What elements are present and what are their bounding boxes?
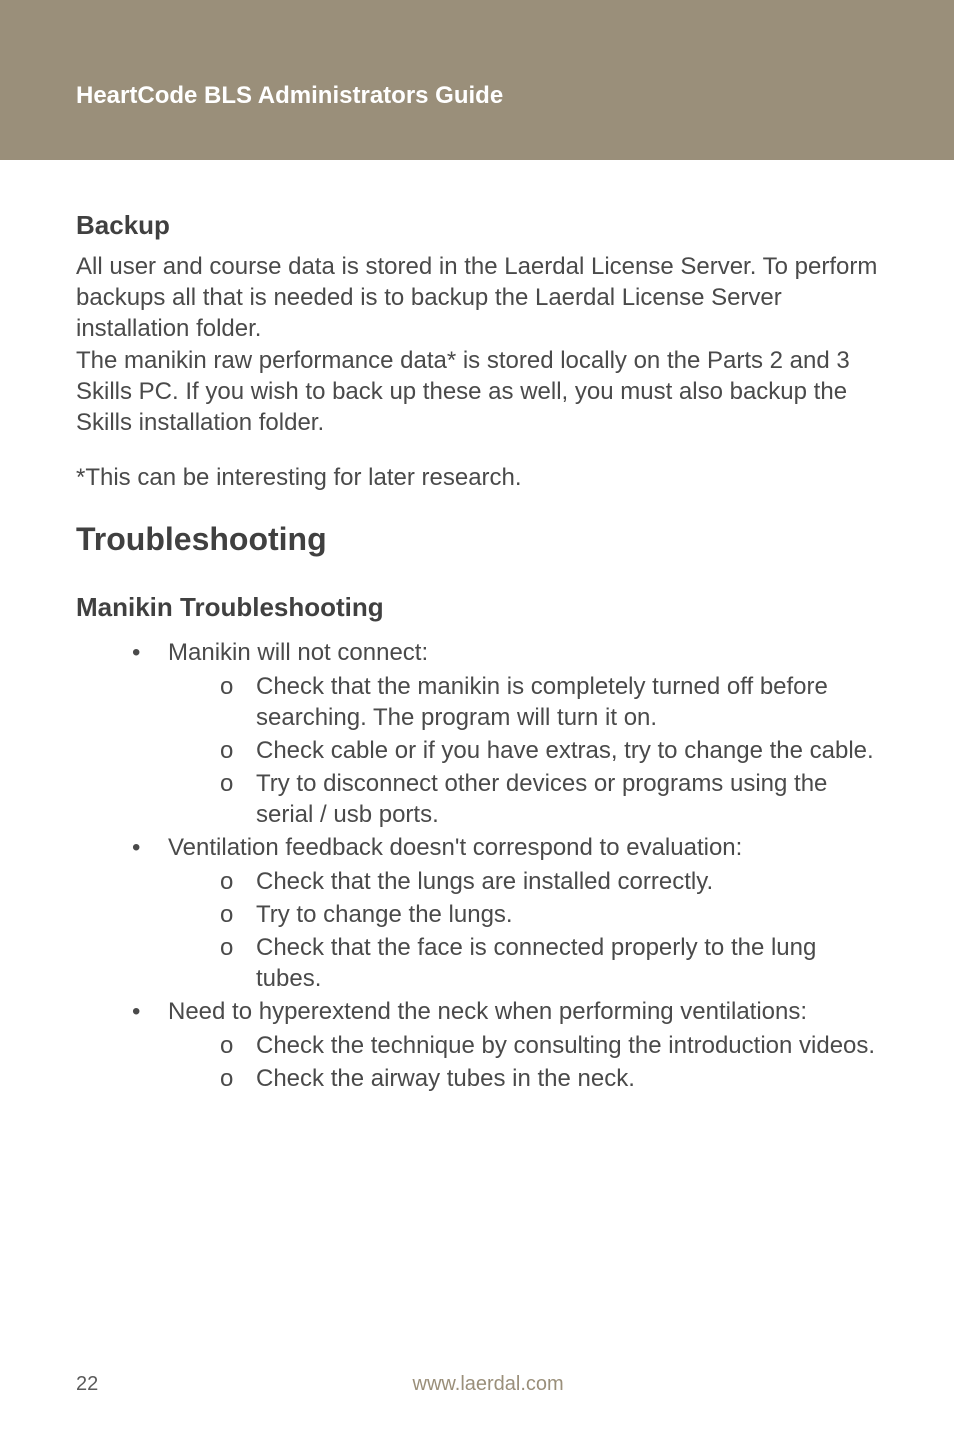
- troubleshooting-list: Manikin will not connect: Check that the…: [76, 637, 878, 1094]
- sub-list-item: Check the airway tubes in the neck.: [220, 1063, 878, 1094]
- page-number: 22: [76, 1373, 98, 1396]
- manikin-troubleshooting-heading: Manikin Troubleshooting: [76, 592, 878, 623]
- list-item-label: Ventilation feedback doesn't correspond …: [168, 834, 742, 861]
- backup-note: *This can be interesting for later resea…: [76, 462, 878, 493]
- sub-list: Check that the lungs are installed corre…: [168, 866, 878, 995]
- troubleshooting-heading: Troubleshooting: [76, 521, 878, 558]
- backup-heading: Backup: [76, 210, 878, 241]
- footer: 22 www.laerdal.com: [0, 1373, 954, 1396]
- list-item: Manikin will not connect: Check that the…: [132, 637, 878, 830]
- list-item-label: Manikin will not connect:: [168, 639, 428, 666]
- list-item: Ventilation feedback doesn't correspond …: [132, 832, 878, 994]
- sub-list-item: Try to disconnect other devices or progr…: [220, 768, 878, 830]
- sub-list-item: Check that the manikin is completely tur…: [220, 671, 878, 733]
- header-title: HeartCode BLS Administrators Guide: [76, 82, 954, 110]
- backup-body: All user and course data is stored in th…: [76, 251, 878, 438]
- sub-list: Check that the manikin is completely tur…: [168, 671, 878, 831]
- sub-list-item: Check cable or if you have extras, try t…: [220, 735, 878, 766]
- sub-list-item: Try to change the lungs.: [220, 899, 878, 930]
- sub-list-item: Check that the face is connected properl…: [220, 932, 878, 994]
- sub-list-item: Check the technique by consulting the in…: [220, 1030, 878, 1061]
- content-area: Backup All user and course data is store…: [0, 160, 954, 1094]
- footer-link: www.laerdal.com: [98, 1373, 878, 1396]
- page: HeartCode BLS Administrators Guide Backu…: [0, 0, 954, 1432]
- list-item-label: Need to hyperextend the neck when perfor…: [168, 998, 807, 1025]
- sub-list: Check the technique by consulting the in…: [168, 1030, 878, 1094]
- header-band: HeartCode BLS Administrators Guide: [0, 0, 954, 160]
- list-item: Need to hyperextend the neck when perfor…: [132, 996, 878, 1094]
- sub-list-item: Check that the lungs are installed corre…: [220, 866, 878, 897]
